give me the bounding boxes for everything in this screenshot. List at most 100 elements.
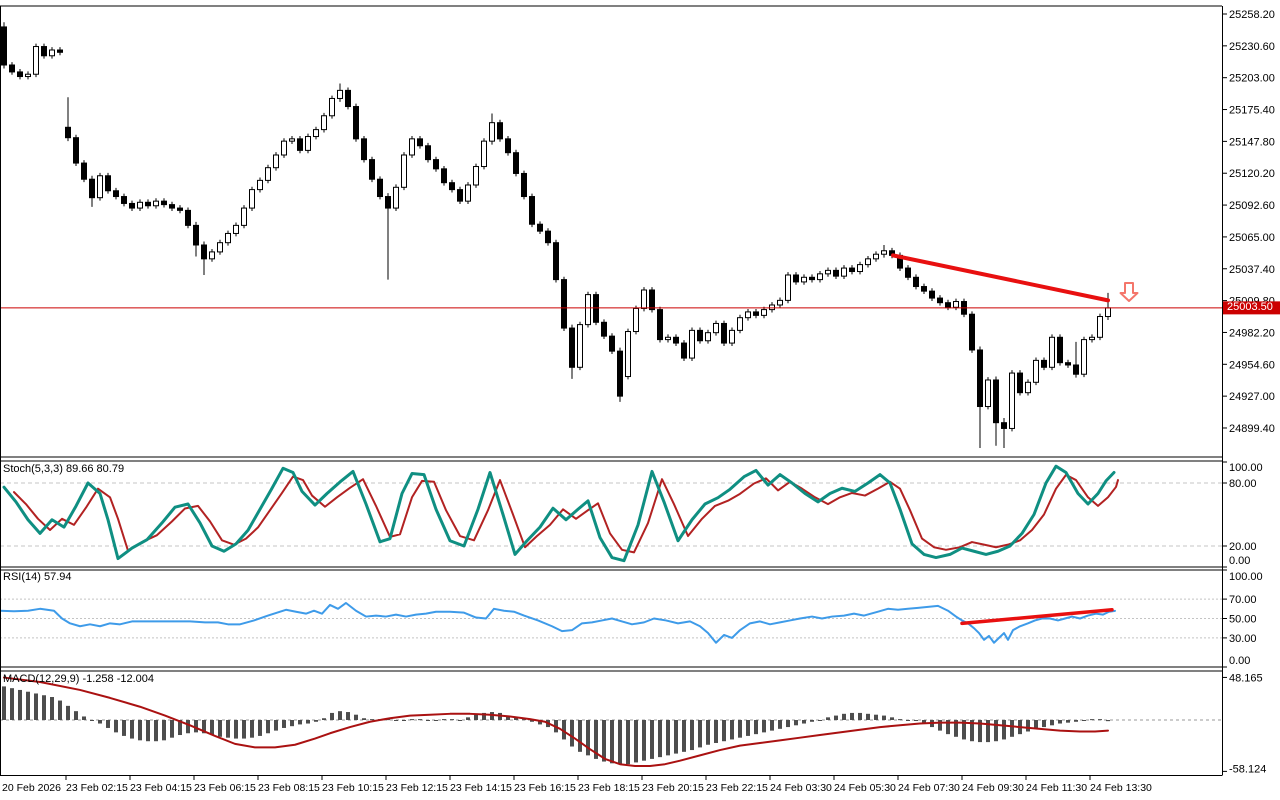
rsi-trendline[interactable] — [960, 608, 1114, 626]
candle-up — [257, 179, 263, 191]
macd-bar — [562, 720, 566, 740]
candle-down — [561, 279, 567, 329]
candle-down — [569, 327, 575, 368]
candle-down — [657, 309, 663, 341]
candle-up — [729, 329, 735, 344]
candle-down — [945, 302, 951, 308]
candle-up — [785, 274, 791, 301]
macd-bar — [346, 712, 350, 720]
macd-bar — [570, 720, 574, 747]
time-tick-label: 23 Feb 06:15 — [194, 782, 256, 794]
macd-bar — [18, 689, 22, 720]
candle-down — [297, 138, 303, 151]
candle-up — [273, 154, 279, 169]
macd-bar — [826, 717, 830, 720]
candle-up — [329, 97, 335, 117]
stoch-panel[interactable] — [0, 461, 1222, 567]
candle-down — [1057, 336, 1063, 364]
candle-up — [689, 329, 695, 359]
price-trendline[interactable] — [891, 253, 1110, 303]
macd-bar — [130, 720, 134, 739]
macd-bar — [250, 720, 254, 738]
candle-up — [705, 332, 711, 342]
time-tick-label: 23 Feb 10:15 — [322, 782, 384, 794]
macd-bar — [914, 720, 918, 721]
stoch-axis-label: 100.00 — [1229, 462, 1263, 474]
macd-bar — [682, 720, 686, 752]
time-tick-label: 23 Feb 08:15 — [258, 782, 320, 794]
macd-bar — [482, 712, 486, 720]
current-price-label: 25003.50 — [1227, 301, 1273, 313]
price-tick-label: 25258.20 — [1229, 9, 1275, 21]
macd-bar — [1042, 720, 1046, 728]
macd-bar — [746, 720, 750, 736]
macd-bar — [698, 720, 702, 748]
macd-bar — [170, 720, 174, 738]
time-tick-label: 23 Feb 20:15 — [642, 782, 704, 794]
candle-up — [321, 115, 327, 131]
macd-bar — [738, 720, 742, 738]
time-tick-label: 23 Feb 14:15 — [450, 782, 512, 794]
candle-up — [465, 184, 471, 202]
time-tick-label: 24 Feb 11:30 — [1026, 782, 1087, 794]
candle-up — [625, 331, 631, 378]
macd-bar — [42, 695, 46, 720]
candle-up — [305, 136, 311, 151]
macd-bar — [978, 720, 982, 743]
macd-bar — [906, 720, 910, 721]
macd-bar — [642, 720, 646, 761]
macd-bar — [658, 720, 662, 758]
candle-down — [81, 162, 87, 180]
macd-bar — [786, 720, 790, 728]
candle-up — [217, 242, 223, 253]
macd-bar — [818, 720, 822, 721]
candle-down — [193, 224, 199, 246]
candle-up — [409, 138, 415, 156]
candle-up — [209, 251, 215, 260]
macd-bar — [298, 720, 302, 725]
macd-bar — [538, 720, 542, 725]
candle-up — [665, 336, 671, 341]
current-price-label-bg — [1223, 301, 1280, 315]
main-chart-panel[interactable] — [0, 6, 1222, 457]
candle-down — [513, 152, 519, 174]
candle-down — [721, 322, 727, 344]
candle-down — [353, 106, 359, 140]
macd-bar — [506, 715, 510, 720]
price-tick-label: 25175.40 — [1229, 105, 1275, 117]
macd-bar — [426, 720, 430, 721]
candle-down — [905, 267, 911, 278]
macd-bar — [106, 720, 110, 728]
macd-bar — [114, 720, 118, 733]
macd-bar — [138, 720, 142, 741]
macd-bar — [898, 719, 902, 721]
candle-up — [489, 122, 495, 142]
candle-up — [825, 269, 831, 275]
macd-bar — [58, 700, 62, 720]
time-axis[interactable] — [0, 775, 1222, 800]
candle-down — [617, 350, 623, 397]
macd-label: MACD(12,29,9) -1.258 -12.004 — [3, 673, 155, 685]
macd-bar — [98, 720, 102, 724]
candle-up — [313, 129, 319, 138]
macd-bar — [858, 712, 862, 720]
macd-bar — [1010, 720, 1014, 737]
price-tick-label: 24954.60 — [1229, 359, 1275, 371]
rsi-line — [0, 601, 1116, 644]
price-axis[interactable] — [1222, 0, 1280, 800]
macd-bar — [986, 720, 990, 743]
candle-down — [545, 230, 551, 244]
macd-bar — [762, 720, 766, 733]
macd-bar — [714, 720, 718, 743]
candle-down — [681, 342, 687, 359]
macd-bar — [626, 720, 630, 765]
down-arrow-icon[interactable] — [1119, 282, 1139, 302]
macd-bar — [162, 720, 166, 741]
macd-bar — [1058, 720, 1062, 724]
macd-bar — [666, 720, 670, 756]
candle-up — [265, 167, 271, 181]
candle-down — [1017, 372, 1023, 394]
candle-up — [745, 311, 751, 319]
macd-bar — [874, 714, 878, 720]
